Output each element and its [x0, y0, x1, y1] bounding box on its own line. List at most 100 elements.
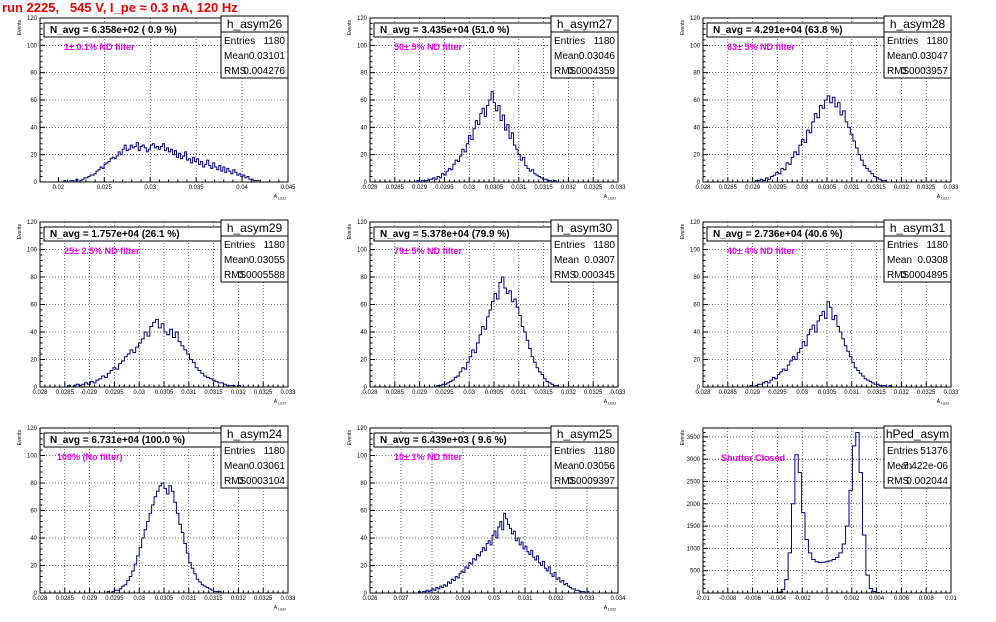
x-tick-label: 0.033 — [610, 390, 626, 396]
x-tick-label: 0.0305 — [485, 185, 504, 191]
y-tick-label: 20 — [693, 153, 700, 159]
x-tick-label: 0.029 — [745, 185, 761, 191]
y-tick-label: 60 — [693, 98, 700, 104]
y-tick-label: 60 — [360, 303, 367, 309]
x-tick-label: 0.029 — [412, 390, 428, 396]
x-tick-label: 0.028 — [695, 390, 711, 396]
x-tick-label: 0.031 — [181, 390, 197, 396]
navg-box — [706, 22, 885, 38]
stats-key-rms: RMS — [887, 476, 910, 487]
x-axis-label: A LED — [604, 194, 616, 201]
y-tick-label: 120 — [357, 16, 368, 22]
x-tick-label: 0.027 — [393, 596, 409, 602]
x-tick-label: 0.031 — [511, 185, 527, 191]
x-tick-label: 0.03 — [463, 185, 475, 191]
x-tick-label: 0.033 — [280, 596, 296, 602]
stats-key-mean: Mean — [887, 255, 912, 266]
x-tick-label: 0.028 — [32, 596, 48, 602]
stats-key-entries: Entries — [554, 446, 585, 457]
x-tick-label: 0.03 — [796, 185, 808, 191]
x-tick-label: 0.033 — [943, 390, 959, 396]
y-tick-label: 0 — [364, 385, 368, 391]
histogram-line — [414, 91, 559, 183]
y-tick-label: 40 — [693, 330, 700, 336]
stats-key-mean: Mean — [554, 51, 579, 62]
stats-value-mean: 0.0308 — [917, 255, 948, 266]
y-tick-label: 60 — [693, 303, 700, 309]
stats-key-rms: RMS — [224, 66, 247, 77]
y-tick-label: 0 — [34, 180, 38, 186]
y-tick-label: 60 — [30, 98, 37, 104]
filter-note: 79± 5% ND filter — [394, 246, 462, 256]
x-tick-label: 0.028 — [362, 390, 378, 396]
x-tick-label: 0.029 — [82, 390, 98, 396]
y-tick-label: 60 — [360, 509, 367, 515]
stats-box — [550, 235, 619, 283]
y-tick-label: 100 — [357, 248, 368, 254]
y-tick-label: 3500 — [687, 435, 701, 441]
y-tick-label: 0 — [364, 180, 368, 186]
x-tick-label: 0.028 — [424, 596, 440, 602]
stats-key-mean: Mean — [887, 51, 912, 62]
x-tick-label: 0.033 — [579, 596, 595, 602]
histogram-h_asym31: 0.028 0.0285 0.029 0.0295 0.03 0.0305 0.031 0.0… — [680, 219, 959, 406]
navg-box — [43, 226, 222, 242]
x-tick-label: 0.031 — [181, 596, 197, 602]
y-tick-label: 0 — [34, 385, 38, 391]
stats-value-rms: 0.0004895 — [901, 270, 949, 281]
y-axis-label: Events — [17, 224, 23, 240]
x-tick-label: 0.028 — [32, 390, 48, 396]
x-tick-label: 0.03 — [488, 596, 500, 602]
navg-label: N_avg = 6.358e+02 ( 0.9 %) — [50, 25, 177, 36]
x-tick-label: -0.004 — [769, 596, 787, 602]
stats-value-entries: 1180 — [593, 240, 615, 251]
x-tick-label: 0.0285 — [56, 390, 75, 396]
y-tick-label: 100 — [27, 454, 38, 460]
y-tick-label: 20 — [30, 153, 37, 159]
stats-key-entries: Entries — [554, 36, 585, 47]
stats-value-mean: 0.03061 — [249, 461, 286, 472]
x-tick-label: 0.029 — [412, 185, 428, 191]
x-tick-label: 0.0305 — [818, 390, 837, 396]
x-axis-label: A LED — [604, 399, 616, 406]
stats-key-entries: Entries — [224, 36, 255, 47]
y-tick-label: 100 — [357, 43, 368, 49]
navg-label: N_avg = 5.378e+04 (79.9 %) — [380, 229, 510, 240]
plot-frame — [39, 17, 289, 183]
x-tick-label: 0.02 — [53, 185, 65, 191]
x-tick-label: 0.0325 — [917, 390, 936, 396]
y-tick-label: 80 — [360, 481, 367, 487]
x-tick-label: 0.0285 — [719, 185, 738, 191]
y-tick-label: 40 — [30, 330, 37, 336]
stats-box — [220, 31, 289, 79]
x-tick-label: 0.032 — [894, 390, 910, 396]
histogram-line — [434, 276, 564, 388]
histogram-hPed_asym: -0.01 -0.008 -0.006 -0.004 -0.002 0 0.002 0.004… — [680, 425, 957, 602]
x-tick-label: 0.006 — [894, 596, 910, 602]
y-tick-label: 40 — [360, 536, 367, 542]
stats-key-mean: Mean — [224, 255, 249, 266]
y-tick-label: 120 — [27, 16, 38, 22]
plot-frame — [369, 17, 619, 183]
x-tick-label: 0.0315 — [534, 185, 553, 191]
y-tick-label: 40 — [30, 125, 37, 131]
stats-box — [220, 235, 289, 283]
navg-label: N_avg = 4.291e+04 (63.8 %) — [713, 25, 843, 36]
stats-key-rms: RMS — [554, 270, 577, 281]
y-axis-label: Events — [680, 224, 686, 240]
x-tick-label: 0.0285 — [56, 596, 75, 602]
y-tick-label: 1500 — [687, 524, 701, 530]
stats-value-mean: 0.03055 — [249, 255, 286, 266]
x-tick-label: 0.0325 — [254, 390, 273, 396]
filter-note: 10± 1% ND filter — [394, 452, 462, 462]
y-tick-label: 120 — [690, 220, 701, 226]
y-tick-label: 60 — [30, 303, 37, 309]
navg-box — [373, 226, 552, 242]
stats-value-entries: 1180 — [926, 36, 948, 47]
stats-value-rms: 0.0009397 — [568, 476, 616, 487]
stats-key-entries: Entries — [887, 446, 918, 457]
y-tick-label: 500 — [690, 569, 701, 575]
y-tick-label: 60 — [360, 98, 367, 104]
x-tick-label: 0.0295 — [105, 390, 124, 396]
